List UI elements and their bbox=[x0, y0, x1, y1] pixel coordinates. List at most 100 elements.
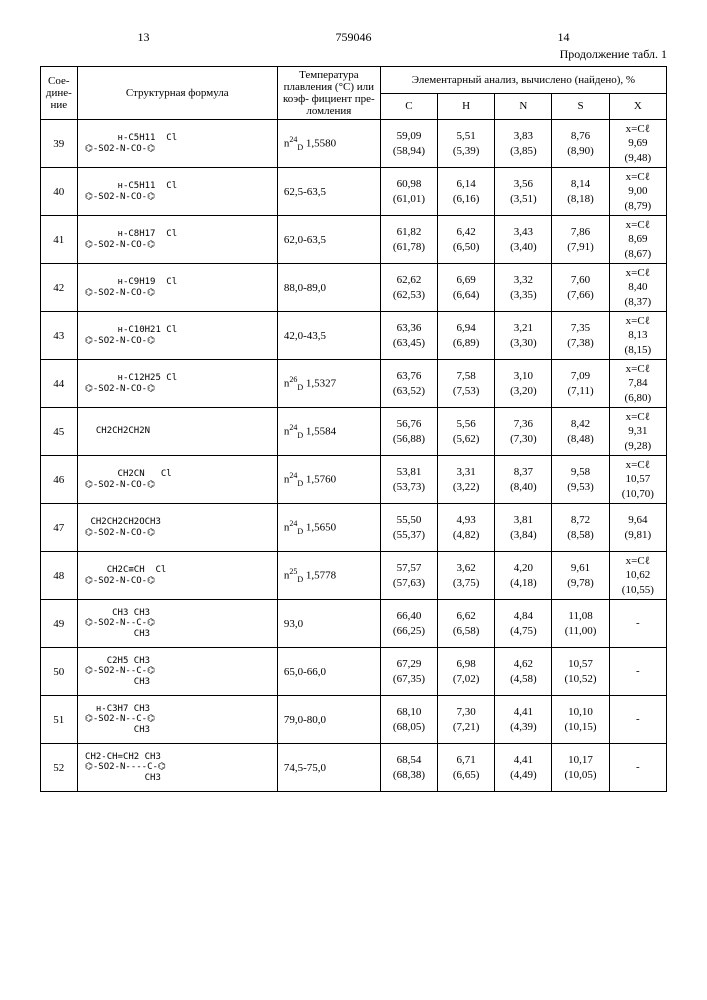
val-s: 10,57(10,52) bbox=[552, 648, 609, 696]
val-n: 3,81(3,84) bbox=[495, 504, 552, 552]
temp-value: n24D 1,5760 bbox=[277, 456, 380, 504]
temp-value: 88,0-89,0 bbox=[277, 264, 380, 312]
val-n: 4,62(4,58) bbox=[495, 648, 552, 696]
page-left: 13 bbox=[40, 30, 247, 45]
compound-id: 44 bbox=[41, 360, 78, 408]
th-structure: Структурная формула bbox=[77, 67, 277, 120]
val-s: 10,10(10,15) bbox=[552, 696, 609, 744]
val-c: 63,76(63,52) bbox=[380, 360, 437, 408]
compound-id: 39 bbox=[41, 120, 78, 168]
val-x: - bbox=[609, 648, 666, 696]
table-continuation: Продолжение табл. 1 bbox=[40, 47, 667, 62]
val-h: 6,98(7,02) bbox=[438, 648, 495, 696]
page-numbers: 13 759046 14 bbox=[40, 30, 667, 45]
structure-formula: н-C5H11 Cl ⌬-SO2-N-CO-⌬ bbox=[77, 168, 277, 216]
compound-id: 51 bbox=[41, 696, 78, 744]
th-compound: Сое- дине- ние bbox=[41, 67, 78, 120]
val-h: 6,69(6,64) bbox=[438, 264, 495, 312]
table-row: 42 н-C9H19 Cl ⌬-SO2-N-CO-⌬88,0-89,062,62… bbox=[41, 264, 667, 312]
val-x: x=Cℓ10,62(10,55) bbox=[609, 552, 666, 600]
table-row: 50 C2H5 CH3 ⌬-SO2-N--C-⌬ CH365,0-66,067,… bbox=[41, 648, 667, 696]
val-x: x=Cℓ8,69(8,67) bbox=[609, 216, 666, 264]
structure-formula: н-C8H17 Cl ⌬-SO2-N-CO-⌬ bbox=[77, 216, 277, 264]
val-c: 60,98(61,01) bbox=[380, 168, 437, 216]
val-c: 61,82(61,78) bbox=[380, 216, 437, 264]
temp-value: n25D 1,5778 bbox=[277, 552, 380, 600]
val-h: 5,56(5,62) bbox=[438, 408, 495, 456]
temp-value: 74,5-75,0 bbox=[277, 744, 380, 792]
th-s: S bbox=[552, 93, 609, 120]
compound-id: 47 bbox=[41, 504, 78, 552]
val-c: 55,50(55,37) bbox=[380, 504, 437, 552]
th-c: C bbox=[380, 93, 437, 120]
temp-value: 79,0-80,0 bbox=[277, 696, 380, 744]
val-s: 7,86(7,91) bbox=[552, 216, 609, 264]
temp-value: n26D 1,5327 bbox=[277, 360, 380, 408]
val-n: 3,10(3,20) bbox=[495, 360, 552, 408]
val-h: 7,30(7,21) bbox=[438, 696, 495, 744]
table-body: 39 н-C5H11 Cl ⌬-SO2-N-CO-⌬n24D 1,558059,… bbox=[41, 120, 667, 792]
val-c: 57,57(57,63) bbox=[380, 552, 437, 600]
table-row: 43 н-C10H21 Cl ⌬-SO2-N-CO-⌬42,0-43,563,3… bbox=[41, 312, 667, 360]
val-s: 8,14(8,18) bbox=[552, 168, 609, 216]
val-n: 3,32(3,35) bbox=[495, 264, 552, 312]
table-row: 52 CH2-CH=CH2 CH3 ⌬-SO2-N----C-⌬ CH374,5… bbox=[41, 744, 667, 792]
val-n: 4,41(4,49) bbox=[495, 744, 552, 792]
th-h: H bbox=[438, 93, 495, 120]
table-row: 48 CH2C≡CH Cl ⌬-SO2-N-CO-⌬n25D 1,577857,… bbox=[41, 552, 667, 600]
val-c: 66,40(66,25) bbox=[380, 600, 437, 648]
val-s: 10,17(10,05) bbox=[552, 744, 609, 792]
structure-formula: CH2CH2CH2N bbox=[77, 408, 277, 456]
val-c: 59,09(58,94) bbox=[380, 120, 437, 168]
table-row: 41 н-C8H17 Cl ⌬-SO2-N-CO-⌬62,0-63,561,82… bbox=[41, 216, 667, 264]
val-s: 7,60(7,66) bbox=[552, 264, 609, 312]
temp-value: 93,0 bbox=[277, 600, 380, 648]
th-temp: Температура плавления (°C) или коэф- фиц… bbox=[277, 67, 380, 120]
val-x: - bbox=[609, 696, 666, 744]
structure-formula: CH2C≡CH Cl ⌬-SO2-N-CO-⌬ bbox=[77, 552, 277, 600]
temp-value: 62,5-63,5 bbox=[277, 168, 380, 216]
temp-value: n24D 1,5650 bbox=[277, 504, 380, 552]
val-x: - bbox=[609, 744, 666, 792]
compounds-table: Сое- дине- ние Структурная формула Темпе… bbox=[40, 66, 667, 792]
temp-value: 65,0-66,0 bbox=[277, 648, 380, 696]
doc-id-top: 759046 bbox=[250, 30, 457, 45]
temp-value: 42,0-43,5 bbox=[277, 312, 380, 360]
val-x: x=Cℓ10,57(10,70) bbox=[609, 456, 666, 504]
compound-id: 41 bbox=[41, 216, 78, 264]
structure-formula: н-C12H25 Cl ⌬-SO2-N-CO-⌬ bbox=[77, 360, 277, 408]
structure-formula: н-C3H7 CH3 ⌬-SO2-N--C-⌬ CH3 bbox=[77, 696, 277, 744]
val-c: 68,10(68,05) bbox=[380, 696, 437, 744]
val-n: 4,20(4,18) bbox=[495, 552, 552, 600]
val-n: 8,37(8,40) bbox=[495, 456, 552, 504]
val-x: - bbox=[609, 600, 666, 648]
compound-id: 49 bbox=[41, 600, 78, 648]
compound-id: 40 bbox=[41, 168, 78, 216]
table-row: 39 н-C5H11 Cl ⌬-SO2-N-CO-⌬n24D 1,558059,… bbox=[41, 120, 667, 168]
val-n: 7,36(7,30) bbox=[495, 408, 552, 456]
temp-value: 62,0-63,5 bbox=[277, 216, 380, 264]
th-analysis: Элементарный анализ, вычислено (найдено)… bbox=[380, 67, 666, 94]
val-x: x=Cℓ9,69(9,48) bbox=[609, 120, 666, 168]
val-s: 8,72(8,58) bbox=[552, 504, 609, 552]
table-row: 44 н-C12H25 Cl ⌬-SO2-N-CO-⌬n26D 1,532763… bbox=[41, 360, 667, 408]
val-s: 9,58(9,53) bbox=[552, 456, 609, 504]
val-c: 56,76(56,88) bbox=[380, 408, 437, 456]
val-n: 3,56(3,51) bbox=[495, 168, 552, 216]
val-n: 3,43(3,40) bbox=[495, 216, 552, 264]
val-h: 6,94(6,89) bbox=[438, 312, 495, 360]
structure-formula: C2H5 CH3 ⌬-SO2-N--C-⌬ CH3 bbox=[77, 648, 277, 696]
val-x: 9,64(9,81) bbox=[609, 504, 666, 552]
val-c: 53,81(53,73) bbox=[380, 456, 437, 504]
val-n: 3,83(3,85) bbox=[495, 120, 552, 168]
val-n: 4,41(4,39) bbox=[495, 696, 552, 744]
temp-value: n24D 1,5580 bbox=[277, 120, 380, 168]
val-h: 3,62(3,75) bbox=[438, 552, 495, 600]
val-h: 3,31(3,22) bbox=[438, 456, 495, 504]
val-x: x=Cℓ7,84(6,80) bbox=[609, 360, 666, 408]
th-n: N bbox=[495, 93, 552, 120]
val-h: 6,71(6,65) bbox=[438, 744, 495, 792]
th-x: X bbox=[609, 93, 666, 120]
compound-id: 48 bbox=[41, 552, 78, 600]
val-h: 6,62(6,58) bbox=[438, 600, 495, 648]
